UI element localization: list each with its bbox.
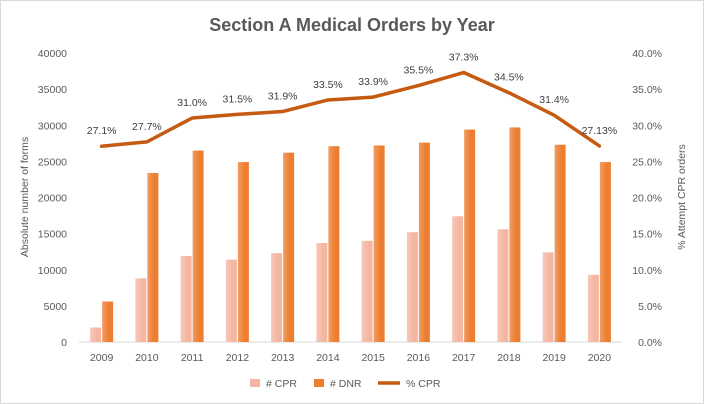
y2-tick-label: 25.0% xyxy=(632,156,662,168)
y-tick-label: 30000 xyxy=(38,120,67,132)
x-tick-label: 2018 xyxy=(497,352,521,364)
cpr-bar xyxy=(90,327,102,342)
dnr-bar xyxy=(237,162,249,342)
plot-area: 0 5000 10000 15000 20000 25000 30000 35000 40000… xyxy=(38,48,662,364)
dnr-bar xyxy=(509,127,521,342)
cpr-percent-data-label: 37.3% xyxy=(449,52,479,64)
y-tick-label: 5000 xyxy=(44,301,68,313)
y2-tick-label: 20.0% xyxy=(632,193,662,205)
dnr-bar xyxy=(192,150,204,342)
cpr-bar xyxy=(542,252,554,342)
y2-tick-label: 15.0% xyxy=(632,229,662,241)
x-tick-label: 2014 xyxy=(316,352,340,364)
dnr-bar xyxy=(599,162,611,342)
x-tick-label: 2019 xyxy=(542,352,566,364)
y2-tick-label: 40.0% xyxy=(632,48,662,60)
x-tick-label: 2010 xyxy=(135,352,159,364)
cpr-percent-data-label: 27.7% xyxy=(132,121,162,133)
dnr-bar xyxy=(102,301,114,342)
cpr-bar xyxy=(271,253,283,342)
cpr-percent-data-label: 33.5% xyxy=(313,79,343,91)
y-tick-label: 40000 xyxy=(38,48,67,60)
cpr-bar xyxy=(316,243,328,342)
cpr-percent-line xyxy=(99,70,602,148)
dnr-bar xyxy=(373,145,385,342)
dnr-bar xyxy=(554,144,566,342)
cpr-bar xyxy=(587,274,599,342)
cpr-percent-data-label: 31.4% xyxy=(539,94,569,106)
x-tick-label: 2015 xyxy=(361,352,385,364)
cpr-percent-data-label: 27.13% xyxy=(582,125,618,137)
dnr-bar xyxy=(147,172,159,342)
chart-title: Section A Medical Orders by Year xyxy=(209,15,494,35)
cpr-bar xyxy=(361,240,373,342)
x-tick-label: 2017 xyxy=(452,352,476,364)
y-tick-label: 10000 xyxy=(38,265,67,277)
cpr-bar xyxy=(406,232,418,342)
cpr-percent-data-label: 34.5% xyxy=(494,72,524,84)
x-tick-label: 2020 xyxy=(588,352,612,364)
legend-swatch xyxy=(314,379,324,387)
cpr-bar xyxy=(135,278,147,342)
y-tick-label: 25000 xyxy=(38,156,67,168)
y-tick-label: 35000 xyxy=(38,84,67,96)
legend-label: % CPR xyxy=(406,378,441,390)
cpr-percent-data-label: 31.9% xyxy=(268,91,298,103)
cpr-percent-data-label: 27.1% xyxy=(87,125,117,137)
cpr-percent-data-label: 31.5% xyxy=(222,93,252,105)
cpr-bar xyxy=(452,216,464,342)
x-tick-label: 2011 xyxy=(181,352,204,364)
y2-axis-label: % Attempt CPR orders xyxy=(676,144,688,250)
dnr-bar xyxy=(328,146,340,342)
x-tick-label: 2009 xyxy=(90,352,114,364)
y2-tick-label: 30.0% xyxy=(632,120,662,132)
y-axis-label: Absolute number of forms xyxy=(19,137,31,257)
x-tick-label: 2013 xyxy=(271,352,295,364)
x-tick-label: 2012 xyxy=(226,352,250,364)
y2-tick-label: 10.0% xyxy=(632,265,662,277)
cpr-bar xyxy=(497,229,509,342)
x-tick-label: 2016 xyxy=(407,352,431,364)
cpr-percent-data-label: 35.5% xyxy=(403,65,433,77)
y-tick-label: 0 xyxy=(61,337,67,349)
cpr-percent-data-label: 33.9% xyxy=(358,76,388,88)
dnr-bar xyxy=(418,142,430,342)
legend: # CPR # DNR % CPR xyxy=(250,378,441,390)
y2-tick-label: 0.0% xyxy=(638,337,662,349)
cpr-percent-data-label: 31.0% xyxy=(177,97,207,109)
y-tick-label: 15000 xyxy=(38,229,67,241)
legend-swatch xyxy=(250,379,260,387)
legend-label: # CPR xyxy=(266,378,297,390)
cpr-bar xyxy=(225,259,237,342)
y2-tick-label: 35.0% xyxy=(632,84,662,96)
y2-tick-label: 5.0% xyxy=(638,301,662,313)
legend-label: # DNR xyxy=(330,378,362,390)
cpr-bar xyxy=(180,256,192,342)
dnr-bar xyxy=(283,152,295,342)
dnr-bar xyxy=(464,129,476,342)
y-tick-label: 20000 xyxy=(38,193,67,205)
